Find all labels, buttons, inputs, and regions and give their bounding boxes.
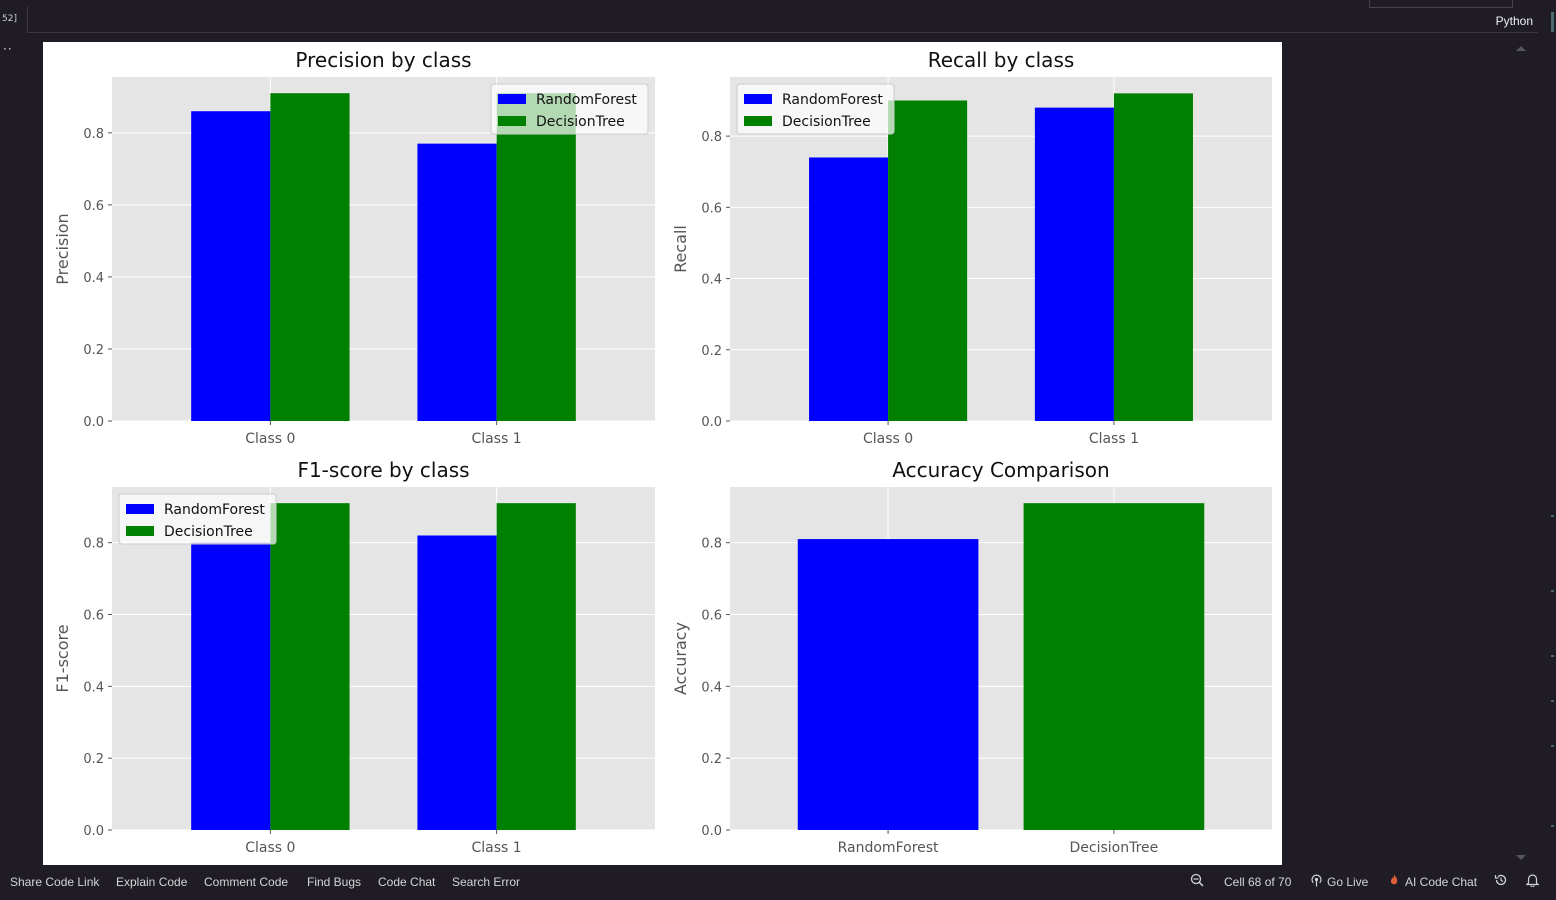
chart-3-legend-box — [118, 493, 277, 545]
chart-2-legend-label: RandomForest — [782, 92, 883, 108]
chart-2-y-tick-label: 0.2 — [701, 344, 722, 359]
chart-4-y-tick-label: 0.8 — [701, 537, 722, 552]
chart-2-legend-box — [736, 83, 895, 135]
chart-1-bar — [496, 93, 576, 422]
chart-4-title: Accuracy Comparison — [892, 458, 1109, 482]
chart-2-x-tick-label: Class 1 — [1089, 431, 1139, 447]
share-code-link-button[interactable]: Share Code Link — [10, 875, 100, 889]
chart-3-x-tick-label: Class 0 — [245, 840, 295, 856]
minimap-mark — [1551, 745, 1554, 747]
scroll-up-icon[interactable] — [1516, 46, 1526, 51]
chart-1-bar — [191, 111, 271, 421]
chart-2-title: Recall by class — [928, 48, 1075, 72]
minimap-mark — [1551, 700, 1554, 702]
chart-4-y-axis-label: Accuracy — [671, 622, 690, 695]
chart-2-bar — [1113, 93, 1193, 421]
minimap-mark — [1551, 655, 1554, 657]
bell-icon[interactable] — [1525, 873, 1540, 890]
chart-4-bar — [1023, 503, 1205, 830]
chart-1-y-tick-label: 0.0 — [83, 415, 104, 430]
chart-4-x-tick-label: DecisionTree — [1070, 840, 1159, 856]
chart-3-x-tick-label: Class 1 — [472, 840, 522, 856]
chart-2-legend-swatch — [744, 94, 772, 104]
ai-code-chat-button[interactable]: AI Code Chat — [1405, 875, 1478, 889]
matplotlib-figure: 0.0 0.2 0.4 0.6 0.8 Class 0 Class 1 Precision b… — [53, 48, 1272, 856]
chart-1-legend-box — [490, 83, 649, 135]
chart-3-legend-label: RandomForest — [164, 502, 265, 518]
minimap-mark — [1551, 590, 1554, 592]
chart-3-title: F1-score by class — [297, 458, 469, 482]
chart-2-x-tick-label: Class 0 — [863, 431, 913, 447]
history-icon[interactable] — [1494, 873, 1508, 890]
chart-1-title: Precision by class — [295, 48, 471, 72]
status-bar: Share Code Link Explain Code Comment Cod… — [0, 865, 1556, 900]
search-error-button[interactable]: Search Error — [452, 875, 521, 889]
explain-code-button[interactable]: Explain Code — [116, 875, 188, 889]
chart-1-legend-swatch — [498, 116, 526, 126]
minimap-mark — [1551, 12, 1554, 32]
chart-3-bar — [191, 542, 271, 830]
chart-3-bar — [417, 535, 497, 830]
comment-code-button[interactable]: Comment Code — [204, 875, 289, 889]
kernel-search-input[interactable] — [1369, 0, 1513, 8]
find-bugs-button[interactable]: Find Bugs — [307, 875, 362, 889]
chart-4-x-tick-label: RandomForest — [838, 840, 939, 856]
chart-4-y-tick-label: 0.2 — [701, 752, 722, 767]
chart-1-y-tick-label: 0.4 — [83, 271, 104, 286]
zoom-out-icon[interactable] — [1190, 873, 1204, 890]
chart-3-legend-label: DecisionTree — [164, 524, 253, 540]
output-scrollbar[interactable] — [1512, 42, 1532, 862]
code-chat-button[interactable]: Code Chat — [378, 875, 436, 889]
kernel-language-label[interactable]: Python — [1495, 14, 1533, 28]
chart-2-y-tick-label: 0.0 — [701, 415, 722, 430]
chart-1-y-tick-label: 0.2 — [83, 343, 104, 358]
fire-icon — [1389, 874, 1399, 890]
chart-1-y-tick-label: 0.8 — [83, 127, 104, 142]
chart-2-y-tick-label: 0.6 — [701, 201, 722, 216]
chart-2-legend-label: DecisionTree — [782, 114, 871, 130]
chart-3-y-tick-label: 0.8 — [83, 537, 104, 552]
scroll-down-icon[interactable] — [1516, 855, 1526, 860]
minimap-strip[interactable] — [1551, 0, 1556, 865]
ellipsis-icon[interactable]: ·· — [3, 42, 13, 56]
chart-2-bar — [809, 157, 889, 421]
chart-1-bar — [417, 143, 497, 421]
chart-1-bar — [270, 93, 350, 422]
chart-3-y-tick-label: 0.6 — [83, 609, 104, 624]
chart-2-y-tick-label: 0.4 — [701, 273, 722, 288]
cell-position[interactable]: Cell 68 of 70 — [1224, 875, 1292, 889]
chart-3-y-tick-label: 0.0 — [83, 824, 104, 839]
chart-2-bar — [888, 100, 968, 421]
chart-2-bar — [1034, 107, 1114, 422]
chart-2-legend-swatch — [744, 116, 772, 126]
chart-1-legend-swatch — [498, 94, 526, 104]
minimap-mark — [1551, 825, 1554, 827]
go-live-button[interactable]: Go Live — [1327, 875, 1369, 889]
chart-3-y-tick-label: 0.4 — [83, 680, 104, 695]
chart-3-legend-swatch — [126, 504, 154, 514]
chart-1-legend-label: DecisionTree — [536, 114, 625, 130]
chart-3-bar — [270, 503, 350, 830]
cell-output: 0.0 0.2 0.4 0.6 0.8 Class 0 Class 1 Precision b… — [43, 42, 1282, 865]
chart-4-y-tick-label: 0.6 — [701, 609, 722, 624]
chart-4-y-tick-label: 0.4 — [701, 680, 722, 695]
cell-border — [27, 6, 1538, 33]
chart-2-y-axis-label: Recall — [671, 225, 690, 273]
chart-1-y-tick-label: 0.6 — [83, 199, 104, 214]
chart-3-y-tick-label: 0.2 — [83, 752, 104, 767]
minimap-mark — [1551, 515, 1554, 517]
chart-4-bar — [797, 539, 979, 830]
chart-4-y-tick-label: 0.0 — [701, 824, 722, 839]
chart-1-legend-label: RandomForest — [536, 92, 637, 108]
chart-1-y-axis-label: Precision — [53, 213, 72, 284]
chart-2-y-tick-label: 0.8 — [701, 130, 722, 145]
chart-1-x-tick-label: Class 0 — [245, 431, 295, 447]
cell-toolbar: 52] Python — [0, 0, 1556, 33]
broadcast-icon — [1310, 874, 1323, 890]
chart-3-legend-swatch — [126, 526, 154, 536]
execution-count: 52] — [2, 14, 17, 24]
chart-1-x-tick-label: Class 1 — [472, 431, 522, 447]
chart-3-bar — [496, 503, 576, 830]
chart-3-y-axis-label: F1-score — [53, 624, 72, 692]
